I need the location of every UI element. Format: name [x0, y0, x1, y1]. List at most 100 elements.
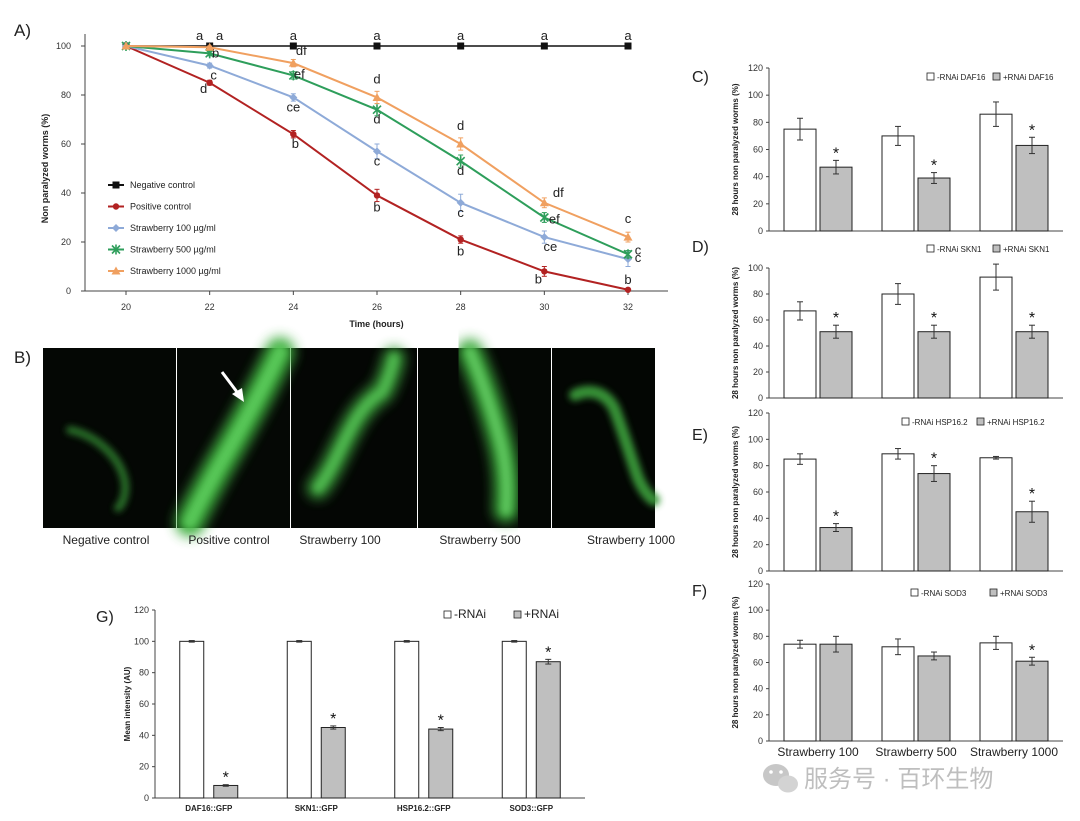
significance-star: *: [1029, 310, 1035, 327]
data-point: [288, 70, 298, 81]
legend-swatch: [910, 588, 919, 597]
y-tick-label: 60: [753, 145, 763, 155]
significance-label: b: [624, 272, 631, 287]
y-tick-label: 80: [753, 461, 763, 471]
x-tick-label: 26: [372, 302, 382, 312]
worm-negative-control: [66, 426, 130, 512]
significance-star: *: [931, 451, 937, 468]
data-point: [539, 212, 549, 223]
panel-letter-d: D): [692, 239, 709, 256]
y-tick-label: 100: [56, 41, 71, 51]
panel-f-bar-chart: 0 20 40 60 80 100 120 28 hours non paralyzed wo…: [731, 579, 1063, 759]
data-point: [541, 268, 548, 275]
y-tick-label: 0: [758, 226, 763, 236]
data-point: [112, 181, 120, 189]
bar: [286, 640, 312, 799]
legend-swatch: [992, 72, 1001, 81]
y-tick-label: 20: [753, 540, 763, 550]
data-point: [112, 203, 120, 210]
y-tick-label: 120: [134, 605, 149, 615]
significance-star: *: [545, 644, 551, 661]
bar: [783, 128, 817, 232]
significance-label: ce: [286, 99, 300, 114]
caption-negative-control: Negative control: [63, 533, 150, 547]
significance-label: df: [553, 185, 564, 200]
caption-strawberry-100: Strawberry 100: [299, 533, 381, 547]
category-label: Strawberry 1000: [970, 745, 1058, 759]
y-tick-label: 80: [753, 631, 763, 641]
legend-label: +RNAi DAF16: [1003, 73, 1054, 82]
y-tick-label: 100: [748, 434, 763, 444]
y-tick-label: 40: [753, 513, 763, 523]
data-point: [456, 156, 466, 167]
watermark-text: 服务号 · 百环生物: [804, 766, 993, 793]
y-tick-label: 20: [753, 199, 763, 209]
y-tick-label: 40: [139, 730, 149, 740]
y-axis-title: 28 hours non paralyzed worms (%): [731, 596, 740, 728]
category-label: HSP16.2::GFP: [397, 804, 451, 813]
y-tick-label: 0: [758, 566, 763, 576]
y-tick-label: 40: [753, 341, 763, 351]
significance-label: a: [457, 28, 465, 43]
series-s500: b ef d d ef c: [121, 41, 642, 260]
x-axis-title: Time (hours): [349, 319, 403, 329]
legend-label: -RNAi SKN1: [937, 245, 982, 254]
y-tick-label: 20: [139, 762, 149, 772]
x-tick-label: 20: [121, 302, 131, 312]
data-point: [539, 198, 549, 207]
bar: [320, 727, 346, 799]
legend-label: +RNAi HSP16.2: [987, 418, 1045, 427]
y-tick-label: 100: [748, 90, 763, 100]
legend: -RNAi SKN1 +RNAi SKN1: [926, 244, 1050, 254]
bar: [1015, 144, 1049, 232]
panel-g-bar-chart: 0 20 40 60 80 100 120 Mean intensity (AU) * DAF16…: [123, 605, 585, 813]
significance-label: c: [635, 250, 642, 265]
bar: [979, 276, 1013, 399]
significance-label: c: [635, 242, 642, 257]
panel-letter-f: F): [692, 583, 707, 600]
significance-label: c: [210, 68, 217, 83]
legend-label: -RNAi DAF16: [937, 73, 986, 82]
bar: [501, 640, 527, 799]
y-tick-label: 120: [748, 63, 763, 73]
bar: [179, 640, 205, 799]
y-tick-label: 100: [748, 263, 763, 273]
y-tick-label: 100: [748, 605, 763, 615]
significance-label: d: [457, 163, 464, 178]
panel-e-bar-chart: 0 20 40 60 80 100 120 28 hours non paralyzed wo…: [731, 408, 1063, 576]
significance-star: *: [833, 145, 839, 162]
y-axis-title: 28 hours non paralyzed worms (%): [731, 267, 740, 399]
data-point: [624, 286, 632, 293]
significance-label: d: [457, 118, 464, 133]
data-point: [121, 41, 131, 50]
y-tick-label: 0: [66, 286, 71, 296]
data-point: [624, 42, 632, 50]
x-tick-label: 22: [205, 302, 215, 312]
data-point: [373, 147, 381, 156]
y-tick-label: 60: [753, 487, 763, 497]
data-point: [205, 61, 214, 70]
worm-strawberry-1000: [569, 385, 660, 506]
significance-star: *: [833, 509, 839, 526]
significance-label: a: [373, 28, 381, 43]
bar: [881, 453, 915, 572]
significance-star: *: [931, 158, 937, 175]
y-axis-title: 28 hours non paralyzed worms (%): [731, 426, 740, 558]
significance-star: *: [223, 770, 229, 787]
data-point: [111, 244, 121, 255]
bar: [979, 113, 1013, 232]
data-point: [373, 42, 381, 50]
significance-label: c: [457, 205, 464, 220]
significance-label: a: [624, 28, 632, 43]
series-positive: d b b b b b: [122, 42, 632, 293]
significance-label: b: [535, 271, 542, 286]
y-tick-label: 60: [61, 139, 71, 149]
bar: [819, 527, 853, 572]
legend-swatch: [513, 610, 522, 619]
legend: -RNAi DAF16 +RNAi DAF16: [926, 72, 1054, 82]
bar: [213, 784, 239, 799]
data-point: [456, 139, 466, 148]
significance-label: b: [212, 45, 219, 60]
bar: [917, 177, 951, 232]
